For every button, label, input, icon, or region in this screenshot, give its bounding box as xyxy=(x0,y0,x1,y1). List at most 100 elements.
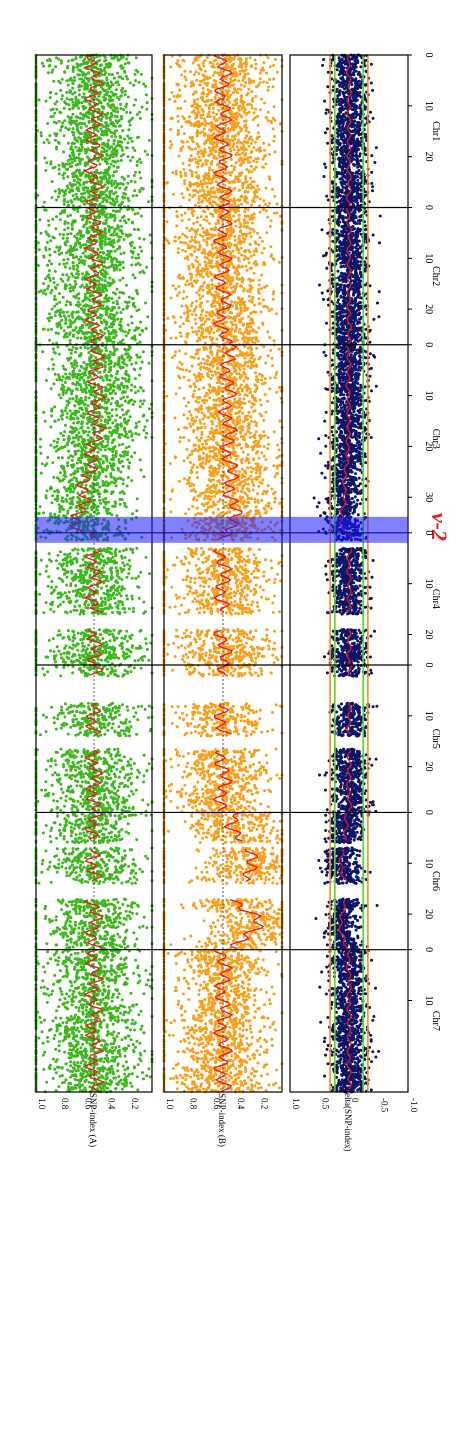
point-a xyxy=(71,194,75,198)
point-b xyxy=(247,87,251,91)
point-b xyxy=(175,83,179,86)
point-b xyxy=(182,167,186,171)
point-b xyxy=(183,99,187,103)
point-b xyxy=(187,119,191,123)
point-a xyxy=(145,101,149,105)
point-b xyxy=(257,135,261,139)
point-delta xyxy=(339,137,343,141)
point-a xyxy=(80,148,83,152)
point-b xyxy=(202,174,206,178)
point-a xyxy=(48,134,52,138)
point-a xyxy=(113,179,117,183)
point-a xyxy=(89,83,93,87)
point-b xyxy=(176,59,180,63)
point-b xyxy=(236,148,240,152)
point-a xyxy=(131,273,135,277)
point-b xyxy=(211,128,215,131)
point-a xyxy=(52,277,55,280)
point-a xyxy=(119,159,123,162)
point-delta xyxy=(364,116,368,120)
point-a xyxy=(118,268,122,272)
point-delta xyxy=(330,141,334,145)
point-a xyxy=(73,79,77,83)
point-b xyxy=(243,157,247,161)
point-a xyxy=(112,142,116,146)
point-b xyxy=(208,222,212,225)
point-b xyxy=(255,160,259,164)
point-a xyxy=(50,180,54,184)
point-delta xyxy=(371,116,375,120)
point-a xyxy=(133,72,137,76)
point-delta xyxy=(337,124,341,128)
point-a xyxy=(52,120,56,124)
point-a xyxy=(144,84,148,88)
point-a xyxy=(125,110,129,114)
point-delta xyxy=(356,203,360,207)
point-b xyxy=(212,141,216,145)
point-a xyxy=(100,110,104,114)
point-b xyxy=(247,130,251,134)
point-a xyxy=(124,186,128,190)
point-a xyxy=(101,157,104,161)
point-b xyxy=(229,122,233,126)
point-a xyxy=(103,169,107,173)
point-a xyxy=(115,149,119,153)
point-b xyxy=(207,122,211,125)
point-b xyxy=(193,182,197,186)
point-b xyxy=(214,150,218,154)
point-a xyxy=(39,131,43,135)
point-b xyxy=(194,171,198,174)
point-a xyxy=(62,106,66,110)
point-a xyxy=(66,175,70,179)
point-a xyxy=(126,181,130,185)
point-a xyxy=(133,189,137,193)
point-b xyxy=(202,178,206,182)
point-a xyxy=(79,139,83,143)
point-b xyxy=(177,131,181,135)
point-a xyxy=(78,77,82,81)
point-b xyxy=(200,200,204,204)
point-a xyxy=(115,247,119,251)
point-a xyxy=(119,182,123,186)
point-b xyxy=(258,71,262,75)
point-a xyxy=(79,126,83,130)
point-a xyxy=(74,56,78,60)
point-b xyxy=(259,68,263,72)
point-b xyxy=(198,263,202,267)
point-a xyxy=(119,102,123,106)
point-b xyxy=(198,104,202,108)
point-a xyxy=(62,190,66,194)
point-a xyxy=(106,124,110,128)
point-delta xyxy=(335,175,339,179)
point-a xyxy=(107,167,111,171)
point-a xyxy=(121,307,125,311)
point-b xyxy=(197,201,200,205)
point-delta xyxy=(342,174,346,178)
point-b xyxy=(174,336,178,340)
point-a xyxy=(67,203,70,207)
point-b xyxy=(232,62,235,66)
point-delta xyxy=(359,203,363,207)
point-a xyxy=(86,134,90,138)
point-a xyxy=(138,190,142,194)
point-b xyxy=(244,113,248,116)
point-delta xyxy=(342,134,346,138)
point-a xyxy=(77,88,81,92)
point-a xyxy=(68,98,72,102)
point-delta xyxy=(326,289,330,293)
point-a xyxy=(53,138,57,142)
point-a xyxy=(96,247,100,251)
point-a xyxy=(78,68,82,72)
point-a xyxy=(103,98,107,102)
point-a xyxy=(55,145,59,149)
point-b xyxy=(208,192,212,196)
point-delta xyxy=(331,331,335,335)
point-b xyxy=(273,135,277,138)
point-a xyxy=(106,62,110,66)
point-a xyxy=(44,277,47,281)
point-b xyxy=(236,91,240,95)
point-b xyxy=(177,154,181,158)
point-a xyxy=(106,186,110,190)
point-b xyxy=(183,75,187,79)
point-b xyxy=(179,149,183,152)
